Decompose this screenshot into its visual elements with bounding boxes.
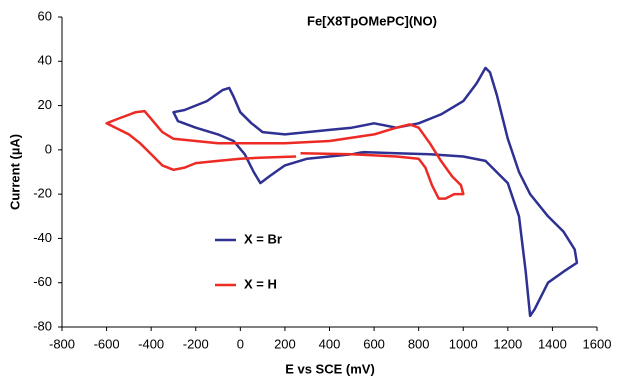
x-tick-label: 800: [408, 336, 430, 351]
y-tick-label: 60: [38, 8, 52, 23]
data-line: [105, 109, 465, 200]
x-tick-label: -600: [94, 336, 120, 351]
y-tick-label: -20: [33, 186, 52, 201]
y-axis-label: Current (µA): [7, 134, 22, 210]
x-tick-label: 0: [237, 336, 244, 351]
legend-label: X = Br: [244, 231, 282, 246]
x-tick-label: -800: [49, 336, 75, 351]
x-tick-label: 1600: [583, 336, 612, 351]
y-tick-label: -80: [33, 318, 52, 333]
y-tick-label: -60: [33, 274, 52, 289]
x-tick-label: 400: [319, 336, 341, 351]
chart-title: Fe[X8TpOMePC](NO): [307, 13, 437, 28]
x-tick-label: -400: [138, 336, 164, 351]
x-tick-label: 200: [274, 336, 296, 351]
x-tick-label: 1200: [493, 336, 522, 351]
x-tick-label: 600: [363, 336, 385, 351]
data-line: [172, 66, 579, 318]
x-tick-label: 1400: [538, 336, 567, 351]
x-axis-label: E vs SCE (mV): [285, 361, 375, 376]
x-tick-label: 1000: [449, 336, 478, 351]
y-tick-label: 0: [45, 141, 52, 156]
y-tick-label: 40: [38, 53, 52, 68]
y-tick-label: 20: [38, 97, 52, 112]
y-tick-label: -40: [33, 230, 52, 245]
legend-label: X = H: [244, 276, 277, 291]
x-tick-label: -200: [183, 336, 209, 351]
